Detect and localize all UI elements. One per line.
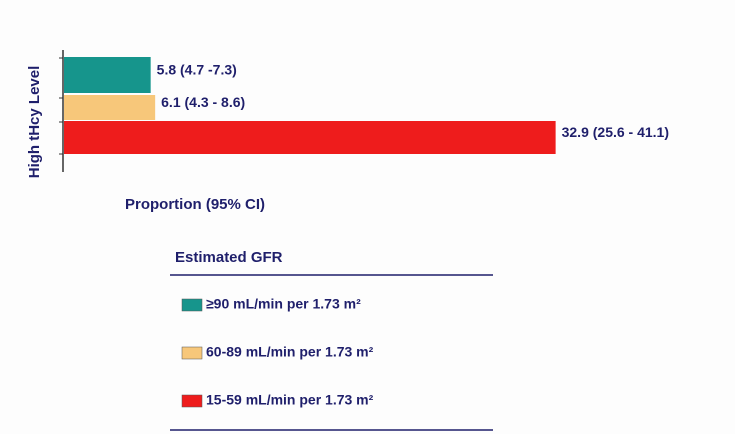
value-label: 5.8 (4.7 -7.3) [157, 62, 237, 78]
value-label: 32.9 (25.6 - 41.1) [562, 124, 669, 140]
legend-swatch [181, 346, 203, 360]
x-axis-label: Proportion (95% CI) [125, 196, 265, 213]
legend-swatch [181, 394, 203, 408]
bar [64, 95, 156, 120]
bar [64, 57, 151, 93]
bar [64, 121, 556, 154]
legend-label: 60-89 mL/min per 1.73 m² [206, 344, 374, 360]
y-axis-label: High tHcy Level [26, 66, 43, 179]
legend-swatch [181, 298, 203, 312]
legend-label: ≥90 mL/min per 1.73 m² [206, 296, 361, 312]
legend-label: 15-59 mL/min per 1.73 m² [206, 392, 374, 408]
value-label: 6.1 (4.3 - 8.6) [161, 94, 245, 110]
legend-title: Estimated GFR [175, 249, 283, 266]
